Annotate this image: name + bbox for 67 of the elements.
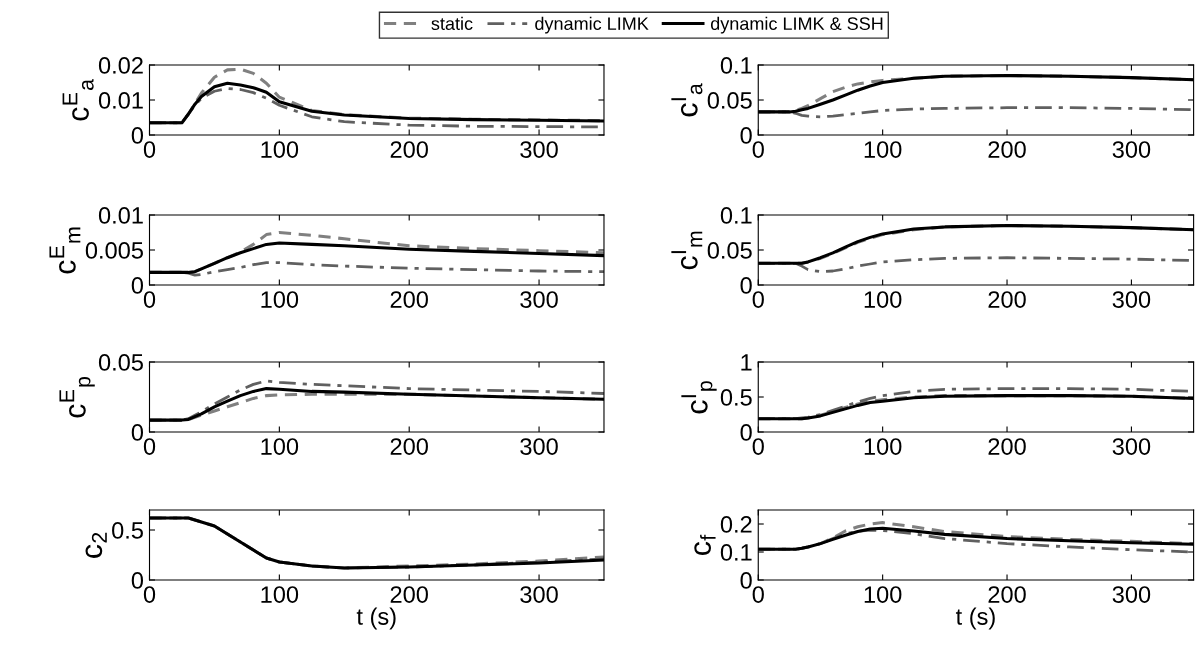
y-tick-label: 0.02 bbox=[98, 57, 143, 74]
x-tick-label: 100 bbox=[864, 291, 902, 308]
x-tick-label: 200 bbox=[390, 586, 428, 603]
y-axis-title: c$^{I}$$_{p}$ bbox=[681, 381, 717, 414]
y-tick-label: 0.05 bbox=[707, 92, 752, 109]
x-tick-label: 200 bbox=[988, 291, 1026, 308]
x-tick-label: 0 bbox=[752, 438, 764, 455]
y-axis-title: c$_{f}$ bbox=[694, 534, 716, 556]
y-tick-label: 0 bbox=[740, 572, 752, 589]
x-tick-label: 300 bbox=[1112, 586, 1151, 603]
legend-label: dynamic LIMK bbox=[535, 16, 649, 34]
x-tick-label: 0 bbox=[752, 291, 764, 308]
x-tick-label: 300 bbox=[520, 291, 558, 308]
x-tick-label: 100 bbox=[261, 438, 299, 455]
y-axis-title: c$^{E}$$_{a}$ bbox=[62, 79, 94, 121]
x-tick-label: 300 bbox=[1112, 141, 1151, 158]
y-axis-title: c$^{I}$$_{m}$ bbox=[671, 231, 703, 270]
y-tick-label: 1 bbox=[741, 354, 752, 371]
y-tick-label: 0 bbox=[131, 424, 144, 441]
y-tick-label: 0.01 bbox=[98, 92, 143, 109]
y-axis-title: c$^{E}$$_{p}$ bbox=[59, 376, 95, 418]
x-tick-label: 200 bbox=[988, 438, 1026, 455]
y-tick-label: 0.2 bbox=[720, 516, 752, 533]
y-tick-label: 0 bbox=[131, 572, 144, 589]
y-tick-label: 0 bbox=[740, 277, 752, 294]
x-tick-label: 100 bbox=[864, 586, 902, 603]
y-tick-label: 0 bbox=[740, 424, 752, 441]
x-tick-label: 0 bbox=[143, 141, 156, 158]
x-tick-label: 100 bbox=[261, 291, 299, 308]
y-tick-label: 0.5 bbox=[112, 522, 143, 539]
x-tick-label: 300 bbox=[520, 586, 558, 603]
x-tick-label: 100 bbox=[864, 438, 902, 455]
x-tick-label: 300 bbox=[1112, 438, 1151, 455]
x-tick-label: 0 bbox=[143, 438, 156, 455]
y-tick-label: 0.1 bbox=[720, 207, 752, 224]
y-tick-label: 0.5 bbox=[720, 389, 752, 406]
y-tick-label: 0.1 bbox=[720, 544, 752, 561]
y-axis-title: c$^{E}$$_{m}$ bbox=[49, 227, 81, 274]
x-tick-label: 300 bbox=[1112, 291, 1151, 308]
x-tick-label: 0 bbox=[752, 586, 764, 603]
y-axis-title: c$^{I}$$_{a}$ bbox=[671, 83, 703, 117]
x-tick-label: 200 bbox=[390, 438, 428, 455]
x-tick-label: 0 bbox=[143, 586, 156, 603]
x-tick-label: 100 bbox=[261, 586, 299, 603]
y-tick-label: 0.01 bbox=[98, 207, 143, 224]
x-tick-label: 200 bbox=[988, 586, 1026, 603]
y-tick-label: 0 bbox=[131, 277, 144, 294]
y-axis-title: c$_{2}$ bbox=[85, 532, 107, 558]
x-axis-title: t (s) bbox=[356, 607, 396, 630]
x-tick-label: 300 bbox=[520, 438, 558, 455]
y-tick-label: 0.1 bbox=[720, 57, 752, 74]
y-tick-label: 0.05 bbox=[707, 242, 752, 259]
x-tick-label: 300 bbox=[520, 141, 558, 158]
legend-label: static bbox=[431, 16, 473, 31]
x-tick-label: 200 bbox=[988, 141, 1026, 158]
x-axis-title: t (s) bbox=[955, 607, 995, 630]
x-tick-label: 100 bbox=[864, 141, 902, 158]
y-tick-label: 0.005 bbox=[85, 242, 143, 259]
y-tick-label: 0 bbox=[740, 127, 752, 144]
x-tick-label: 100 bbox=[261, 141, 299, 158]
legend-label: dynamic LIMK & SSH bbox=[710, 16, 883, 34]
x-tick-label: 0 bbox=[143, 291, 156, 308]
y-tick-label: 0.05 bbox=[98, 354, 143, 371]
x-tick-label: 200 bbox=[390, 141, 428, 158]
x-tick-label: 200 bbox=[390, 291, 428, 308]
x-tick-label: 0 bbox=[752, 141, 764, 158]
y-tick-label: 0 bbox=[131, 127, 144, 144]
